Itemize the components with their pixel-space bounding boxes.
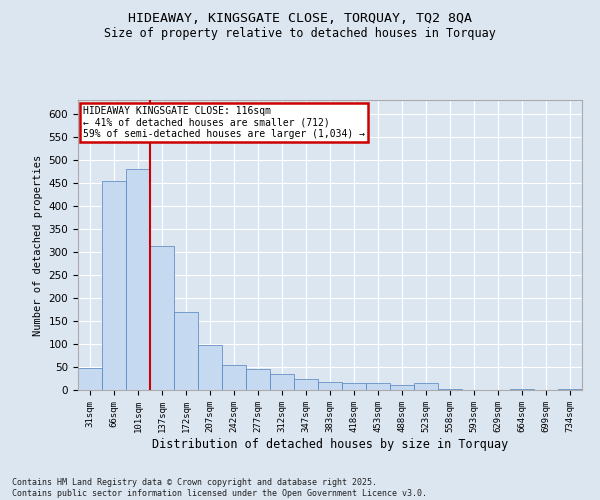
Bar bbox=[390, 386, 414, 390]
Text: HIDEAWAY KINGSGATE CLOSE: 116sqm
← 41% of detached houses are smaller (712)
59% : HIDEAWAY KINGSGATE CLOSE: 116sqm ← 41% o… bbox=[83, 106, 365, 139]
Text: Contains HM Land Registry data © Crown copyright and database right 2025.
Contai: Contains HM Land Registry data © Crown c… bbox=[12, 478, 427, 498]
Bar bbox=[558, 389, 582, 390]
Bar bbox=[222, 364, 246, 390]
X-axis label: Distribution of detached houses by size in Torquay: Distribution of detached houses by size … bbox=[152, 438, 508, 450]
Bar bbox=[174, 312, 198, 390]
Y-axis label: Number of detached properties: Number of detached properties bbox=[33, 154, 43, 336]
Bar bbox=[78, 368, 102, 390]
Bar bbox=[342, 383, 366, 390]
Bar bbox=[126, 169, 150, 390]
Bar bbox=[270, 374, 294, 390]
Bar bbox=[102, 180, 126, 390]
Bar bbox=[366, 383, 390, 390]
Text: Size of property relative to detached houses in Torquay: Size of property relative to detached ho… bbox=[104, 28, 496, 40]
Bar bbox=[414, 383, 438, 390]
Bar bbox=[150, 246, 174, 390]
Bar bbox=[318, 382, 342, 390]
Bar bbox=[510, 389, 534, 390]
Bar bbox=[198, 345, 222, 390]
Bar bbox=[294, 380, 318, 390]
Text: HIDEAWAY, KINGSGATE CLOSE, TORQUAY, TQ2 8QA: HIDEAWAY, KINGSGATE CLOSE, TORQUAY, TQ2 … bbox=[128, 12, 472, 26]
Bar bbox=[246, 369, 270, 390]
Bar bbox=[438, 389, 462, 390]
